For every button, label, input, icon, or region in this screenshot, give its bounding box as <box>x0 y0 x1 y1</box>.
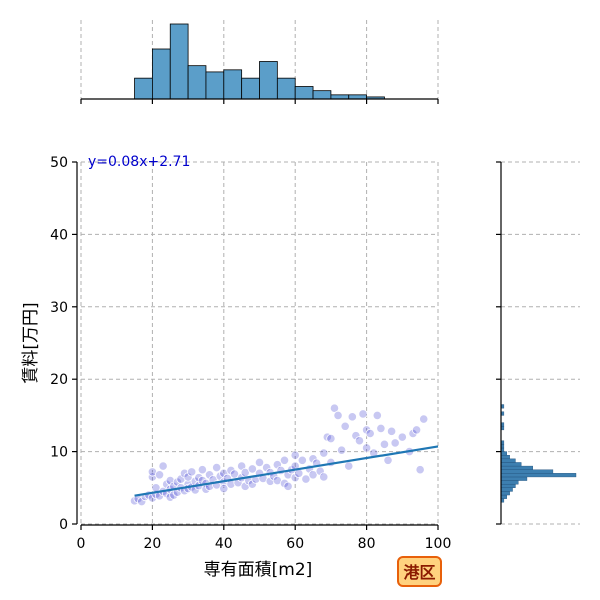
region-badge: 港区 <box>397 556 442 587</box>
x-axis-label: 専有面積[m2] <box>204 560 313 580</box>
scatter-point <box>354 436 365 446</box>
right-histogram <box>496 161 580 525</box>
scatter-point <box>411 425 422 435</box>
scatter-point <box>347 412 357 422</box>
scatter-point <box>351 431 361 441</box>
right-hist-bar <box>500 494 507 499</box>
scatter-point <box>319 448 329 458</box>
scatter-point <box>415 465 425 475</box>
scatter-point <box>372 410 382 420</box>
region-badge-background <box>397 556 442 587</box>
scatter-point <box>247 479 257 489</box>
scatter-point <box>158 461 168 471</box>
scatter-point <box>419 414 429 424</box>
scatter-point <box>226 465 236 476</box>
scatter-point <box>162 479 172 489</box>
scatter-point <box>376 423 386 434</box>
right-hist-bar <box>500 451 507 456</box>
right-hist-bar <box>500 483 516 488</box>
top-hist-bar <box>134 77 153 100</box>
top-hist-bar <box>276 77 296 100</box>
scatter-point <box>344 461 354 471</box>
x-tick-label: 100 <box>425 536 452 552</box>
right-hist-bar <box>500 469 554 474</box>
scatter-point <box>147 472 157 482</box>
scatter-point <box>340 421 350 431</box>
right-hist-bar <box>500 458 516 463</box>
regression-equation: y=0.08x+2.71 <box>88 154 190 170</box>
scatter-point <box>254 457 265 468</box>
scatter-point <box>262 462 272 473</box>
scatter-point <box>301 474 311 484</box>
scatter-point <box>361 425 372 435</box>
x-tick-label: 60 <box>286 536 304 552</box>
scatter-point <box>183 472 193 482</box>
scatter-point <box>390 438 400 448</box>
y-tick-label: 0 <box>59 517 68 533</box>
right-hist-bar <box>500 487 513 492</box>
y-tick-label: 10 <box>50 445 68 461</box>
scatter-point <box>279 455 290 465</box>
top-hist-bar <box>348 94 368 100</box>
scatter-point <box>379 439 390 449</box>
right-hist-bar <box>500 491 510 496</box>
top-hist-bar <box>294 86 314 100</box>
y-tick-label: 50 <box>50 155 68 171</box>
right-hist-bar <box>500 462 522 467</box>
x-tick-label: 80 <box>358 536 376 552</box>
scatter-point <box>179 468 190 478</box>
scatter-point <box>365 428 375 439</box>
scatter-point <box>247 464 257 474</box>
right-hist-bar <box>500 480 519 485</box>
scatter-point <box>329 403 340 413</box>
main-scatter-panel: 0 20 40 60 80 100 0 10 20 30 40 50 <box>50 155 451 552</box>
scatter-point <box>326 433 336 444</box>
scatter-point <box>154 470 165 480</box>
x-tick-label: 20 <box>143 536 161 552</box>
y-tick-label: 20 <box>50 372 68 388</box>
y-tick-label: 30 <box>50 300 68 316</box>
y-tick-label: 40 <box>50 227 68 243</box>
scatter-point <box>337 445 347 455</box>
scatter-point <box>137 496 147 507</box>
scatter-point <box>187 467 197 477</box>
scatter-point <box>408 428 418 439</box>
right-hist-bar <box>500 476 528 481</box>
scatter-point <box>308 470 318 480</box>
scatter-point <box>319 472 329 482</box>
right-hist-bar <box>500 465 533 470</box>
scatter-point <box>361 443 372 453</box>
scatter-point <box>297 455 307 465</box>
scatter-point <box>229 469 240 479</box>
y-axis-label: 賃料[万円] <box>21 302 41 383</box>
scatter-point <box>290 450 300 460</box>
scatter-point <box>212 462 222 473</box>
region-label: 港区 <box>403 563 435 582</box>
right-hist-bar <box>500 455 510 460</box>
top-hist-bar <box>312 90 332 100</box>
scatter-point <box>333 410 343 420</box>
top-hist-bar <box>151 48 171 100</box>
scatter-point <box>383 455 393 465</box>
top-hist-bar <box>223 69 243 100</box>
scatter-point <box>197 465 207 475</box>
top-hist-bar <box>330 94 350 100</box>
scatter-point <box>397 432 407 442</box>
x-tick-label: 40 <box>215 536 233 552</box>
scatter-point <box>386 426 397 436</box>
scatter-point <box>283 481 293 491</box>
scatter-point <box>204 470 215 480</box>
top-histogram <box>80 20 439 104</box>
x-tick-label: 0 <box>77 536 86 552</box>
top-hist-bar <box>169 23 189 100</box>
right-hist-bar <box>500 473 577 478</box>
top-hist-bar <box>259 61 278 100</box>
scatter-point <box>219 483 229 494</box>
top-hist-bar <box>187 65 207 100</box>
scatter-point <box>358 409 368 419</box>
top-hist-bar <box>205 71 225 100</box>
top-hist-bar <box>241 77 260 100</box>
regression-line <box>134 445 439 497</box>
